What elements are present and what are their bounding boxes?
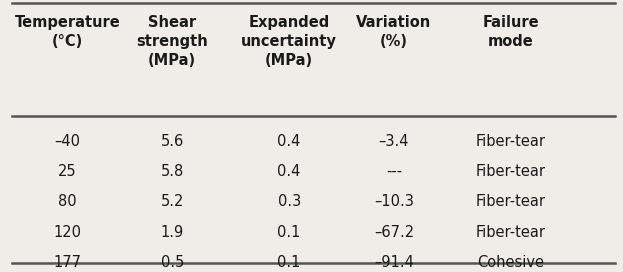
Text: ---: --- [386, 164, 402, 179]
Text: 25: 25 [58, 164, 77, 179]
Text: Cohesive: Cohesive [477, 255, 545, 270]
Text: Fiber-tear: Fiber-tear [476, 194, 546, 209]
Text: 5.2: 5.2 [161, 194, 184, 209]
Text: –67.2: –67.2 [374, 225, 414, 240]
Text: –10.3: –10.3 [374, 194, 414, 209]
Text: 0.4: 0.4 [277, 164, 301, 179]
Text: 5.6: 5.6 [161, 134, 184, 149]
Text: Failure
mode: Failure mode [482, 15, 539, 49]
Text: 80: 80 [58, 194, 77, 209]
Text: 1.9: 1.9 [161, 225, 184, 240]
Text: Temperature
(°C): Temperature (°C) [15, 15, 120, 49]
Text: 0.4: 0.4 [277, 134, 301, 149]
Text: 177: 177 [54, 255, 82, 270]
Text: –91.4: –91.4 [374, 255, 414, 270]
Text: 0.1: 0.1 [277, 225, 301, 240]
Text: 0.5: 0.5 [161, 255, 184, 270]
Text: 120: 120 [54, 225, 82, 240]
Text: Variation
(%): Variation (%) [356, 15, 432, 49]
Text: Fiber-tear: Fiber-tear [476, 225, 546, 240]
Text: 5.8: 5.8 [161, 164, 184, 179]
Text: Shear
strength
(MPa): Shear strength (MPa) [136, 15, 208, 68]
Text: 0.1: 0.1 [277, 255, 301, 270]
Text: Expanded
uncertainty
(MPa): Expanded uncertainty (MPa) [241, 15, 337, 68]
Text: Fiber-tear: Fiber-tear [476, 164, 546, 179]
Text: –40: –40 [55, 134, 80, 149]
Text: –3.4: –3.4 [379, 134, 409, 149]
Text: Fiber-tear: Fiber-tear [476, 134, 546, 149]
Text: 0.3: 0.3 [277, 194, 301, 209]
